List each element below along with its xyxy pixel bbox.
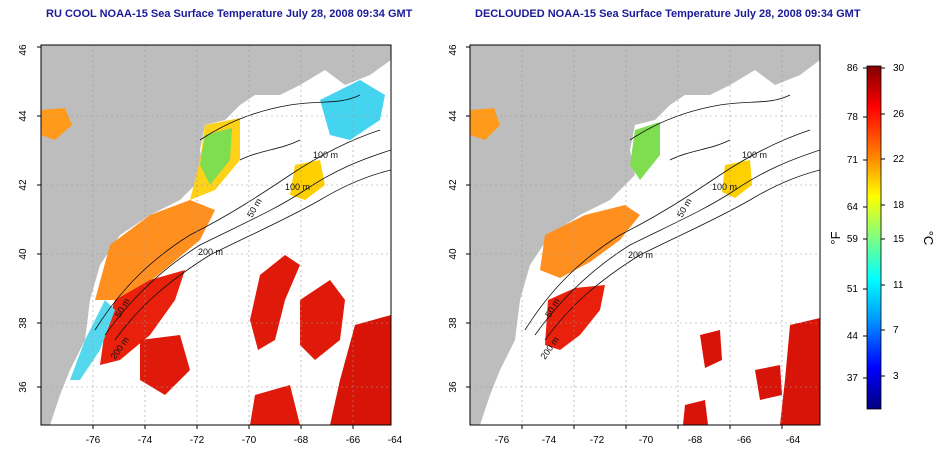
fahrenheit-tick-label: 78: [847, 112, 859, 123]
right-sst-yellow-gom: [722, 160, 752, 198]
left-contour-label: 100 m: [285, 182, 310, 192]
left-x-tick-label: -70: [242, 435, 257, 446]
left-gridlines: [41, 45, 391, 425]
right-x-tick-labels: -76 -74 -72 -70 -68 -66 -64: [495, 435, 801, 446]
celsius-tick-label: 30: [893, 63, 905, 74]
left-map-title: RU COOL NOAA-15 Sea Surface Temperature …: [46, 8, 413, 20]
fahrenheit-tick-label: 51: [847, 284, 859, 295]
left-y-tick-label: 46: [18, 44, 29, 56]
right-x-tick-label: -72: [590, 435, 605, 446]
right-y-tick-label: 44: [448, 110, 459, 122]
left-contour-label: 200 m: [198, 247, 223, 257]
left-map-panel: 100 m 100 m 50 m 200 m 50 m 200 m: [18, 44, 403, 446]
left-sst-red-offshore2: [300, 280, 345, 360]
left-axis-ticks: [37, 46, 354, 429]
left-sst-cyan-edge: [70, 300, 115, 380]
celsius-axis-label: °C: [921, 231, 936, 246]
right-gridlines: [470, 45, 820, 425]
right-map-title: DECLOUDED NOAA-15 Sea Surface Temperatur…: [475, 8, 861, 20]
right-plot-frame: [469, 44, 821, 426]
left-sst-orange-mab: [95, 200, 215, 300]
right-sst-orange-mab: [540, 205, 640, 278]
left-y-tick-label: 38: [18, 317, 29, 329]
left-x-tick-label: -76: [86, 435, 101, 446]
fahrenheit-tick-label: 37: [847, 373, 859, 384]
left-sst-red-se: [330, 315, 391, 425]
left-sst-red-shelf: [100, 270, 185, 365]
right-sst-red-shelf: [545, 285, 605, 350]
left-x-tick-label: -66: [346, 435, 361, 446]
celsius-tick-label: 26: [893, 109, 905, 120]
right-sst-red-south: [755, 365, 782, 400]
left-land: [41, 45, 391, 425]
celsius-tick-label: 11: [893, 280, 904, 291]
right-x-tick-label: -76: [495, 435, 510, 446]
right-axis-ticks: [466, 46, 783, 429]
left-x-tick-label: -72: [190, 435, 205, 446]
right-sst-orange-ne: [470, 108, 500, 140]
colorbar-ticks: [863, 67, 885, 379]
left-sst-orange-ne: [41, 108, 72, 140]
left-isobaths: [94, 94, 391, 341]
fahrenheit-tick-label: 86: [847, 63, 859, 74]
left-plot-frame: [40, 44, 392, 426]
left-y-tick-label: 44: [18, 110, 29, 122]
right-sst-red-south2: [683, 400, 708, 425]
left-x-tick-label: -68: [294, 435, 309, 446]
left-sst-red-south2: [250, 385, 300, 425]
right-contour-label: 200 m: [628, 250, 653, 260]
left-y-tick-label: 36: [18, 381, 29, 393]
left-x-tick-labels: -76 -74 -72 -70 -68 -66 -64: [86, 435, 403, 446]
celsius-tick-label: 7: [893, 325, 899, 336]
left-y-tick-label: 42: [18, 179, 29, 191]
right-sst-red-offshore: [700, 330, 722, 368]
right-map-panel: 100 m 100 m 50 m 200 m 50 m 200 m -76: [448, 44, 821, 446]
right-y-tick-label: 38: [448, 317, 459, 329]
right-sst-red-se: [780, 318, 820, 425]
left-sst-yellow-gom: [290, 160, 325, 200]
left-x-tick-label: -74: [138, 435, 153, 446]
right-x-tick-label: -74: [542, 435, 557, 446]
left-sst-cyan-ne: [320, 80, 385, 140]
left-x-tick-label: -64: [388, 435, 403, 446]
colorbar-gradient: [866, 65, 882, 410]
right-y-tick-labels: 36 38 40 42 44 46: [448, 44, 459, 393]
right-x-tick-label: -70: [639, 435, 654, 446]
left-sst-red-offshore1: [250, 255, 300, 350]
celsius-tick-labels: 30 26 22 18 15 11 7 3: [893, 63, 905, 382]
right-sst-green-shelf: [630, 122, 660, 180]
celsius-tick-label: 15: [893, 234, 905, 245]
right-y-tick-label: 42: [448, 179, 459, 191]
fahrenheit-tick-labels: 86 78 71 64 59 51 44 37: [847, 63, 859, 384]
celsius-tick-label: 22: [893, 154, 905, 165]
right-x-tick-label: -66: [737, 435, 752, 446]
right-land: [470, 45, 820, 425]
right-y-tick-label: 36: [448, 381, 459, 393]
right-contour-label: 100 m: [712, 182, 737, 192]
fahrenheit-tick-label: 44: [847, 331, 859, 342]
fahrenheit-tick-label: 59: [847, 234, 859, 245]
left-sst-red-south: [140, 335, 190, 395]
temperature-colorbar: 86 78 71 64 59 51 44 37 30 26 22 18 15 1…: [828, 63, 936, 410]
left-sst-green-shelf: [200, 128, 232, 185]
fahrenheit-axis-label: °F: [828, 231, 843, 244]
celsius-tick-label: 18: [893, 200, 905, 211]
right-isobaths: [524, 94, 820, 341]
right-y-tick-label: 40: [448, 248, 459, 260]
left-y-tick-labels: 36 38 40 42 44 46: [18, 44, 29, 393]
left-contour-label: 100 m: [313, 150, 338, 160]
right-x-tick-label: -68: [688, 435, 703, 446]
right-contour-label: 100 m: [742, 150, 767, 160]
right-x-tick-label: -64: [786, 435, 801, 446]
right-y-tick-label: 46: [448, 44, 459, 56]
celsius-tick-label: 3: [893, 371, 899, 382]
fahrenheit-tick-label: 64: [847, 202, 859, 213]
left-y-tick-label: 40: [18, 248, 29, 260]
fahrenheit-tick-label: 71: [847, 155, 859, 166]
